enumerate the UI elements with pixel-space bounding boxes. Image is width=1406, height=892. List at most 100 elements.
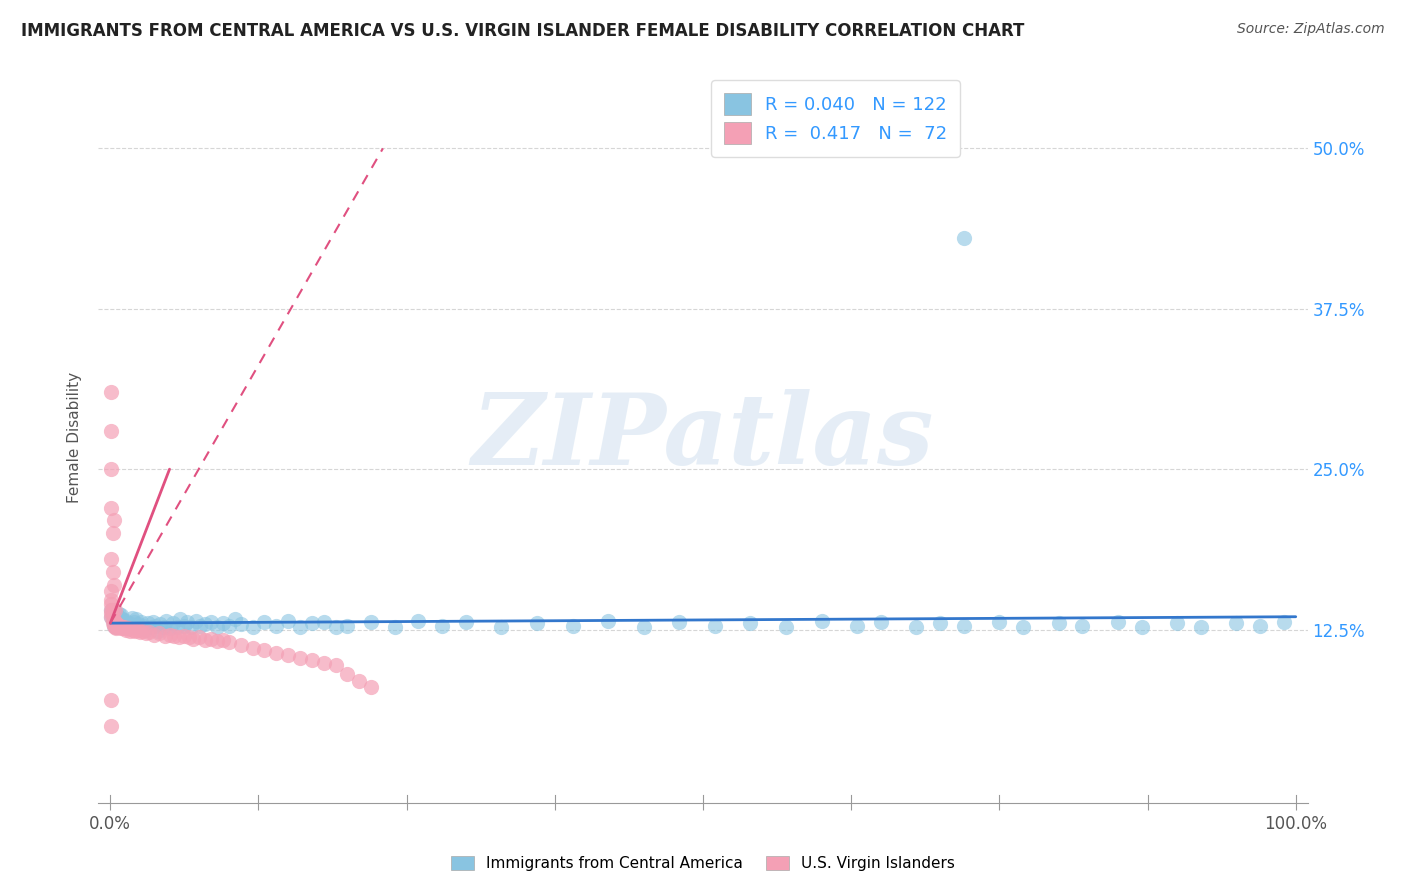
Point	[1189, 620, 1212, 634]
Point	[1107, 615, 1129, 629]
Point	[108, 618, 131, 632]
Point	[121, 623, 143, 637]
Point	[148, 626, 170, 640]
Point	[173, 629, 195, 643]
Point	[1249, 618, 1271, 632]
Point	[110, 616, 132, 631]
Point	[100, 593, 122, 607]
Point	[988, 615, 1011, 629]
Point	[153, 629, 176, 643]
Point	[1071, 618, 1094, 632]
Point	[104, 615, 127, 629]
Point	[112, 615, 135, 629]
Point	[1130, 620, 1153, 634]
Point	[100, 719, 122, 733]
Point	[205, 620, 228, 634]
Point	[288, 650, 311, 665]
Point	[108, 611, 131, 625]
Point	[169, 612, 191, 626]
Point	[124, 618, 146, 632]
Point	[173, 618, 195, 632]
Point	[1166, 616, 1188, 631]
Point	[1012, 620, 1035, 634]
Point	[176, 615, 198, 629]
Legend: Immigrants from Central America, U.S. Virgin Islanders: Immigrants from Central America, U.S. Vi…	[444, 850, 962, 877]
Point	[1272, 615, 1295, 629]
Point	[101, 603, 124, 617]
Point	[115, 617, 138, 632]
Point	[188, 630, 211, 644]
Point	[105, 621, 128, 635]
Point	[120, 624, 142, 638]
Point	[104, 616, 127, 631]
Point	[101, 526, 124, 541]
Point	[384, 620, 406, 634]
Point	[100, 385, 122, 400]
Point	[633, 620, 655, 634]
Point	[526, 616, 548, 631]
Point	[121, 611, 143, 625]
Point	[114, 623, 136, 637]
Point	[100, 584, 122, 599]
Point	[929, 616, 952, 631]
Point	[360, 681, 382, 695]
Point	[104, 620, 127, 634]
Point	[100, 693, 122, 707]
Point	[129, 625, 152, 640]
Point	[110, 621, 132, 635]
Point	[166, 620, 188, 634]
Point	[112, 621, 135, 635]
Point	[111, 612, 134, 626]
Point	[775, 620, 797, 634]
Point	[127, 623, 149, 637]
Point	[103, 609, 125, 624]
Point	[200, 632, 222, 646]
Point	[101, 565, 124, 579]
Point	[1047, 616, 1070, 631]
Point	[124, 624, 146, 638]
Point	[810, 614, 832, 628]
Point	[105, 608, 128, 623]
Point	[129, 620, 152, 634]
Point	[142, 615, 165, 629]
Point	[105, 618, 128, 632]
Point	[312, 656, 335, 670]
Point	[177, 630, 200, 644]
Point	[491, 620, 513, 634]
Point	[114, 614, 136, 628]
Point	[277, 614, 299, 628]
Legend: R = 0.040   N = 122, R =  0.417   N =  72: R = 0.040 N = 122, R = 0.417 N = 72	[711, 80, 960, 157]
Text: ZIPatlas: ZIPatlas	[472, 389, 934, 485]
Point	[212, 616, 235, 631]
Point	[103, 618, 125, 632]
Point	[110, 608, 132, 623]
Point	[167, 630, 190, 644]
Point	[100, 552, 122, 566]
Point	[146, 624, 169, 638]
Point	[129, 615, 152, 629]
Point	[114, 618, 136, 632]
Point	[264, 618, 287, 632]
Point	[149, 617, 172, 632]
Point	[114, 620, 136, 634]
Point	[598, 614, 620, 628]
Point	[159, 628, 181, 642]
Point	[103, 577, 125, 591]
Point	[139, 620, 162, 634]
Point	[846, 618, 869, 632]
Point	[107, 607, 129, 622]
Point	[100, 462, 122, 476]
Point	[668, 615, 690, 629]
Point	[200, 615, 222, 629]
Point	[155, 614, 177, 628]
Point	[181, 632, 204, 646]
Point	[101, 616, 124, 631]
Point	[100, 603, 122, 617]
Point	[288, 620, 311, 634]
Point	[131, 624, 153, 638]
Point	[132, 618, 155, 632]
Point	[136, 616, 159, 631]
Point	[703, 618, 725, 632]
Point	[105, 612, 128, 626]
Point	[103, 514, 125, 528]
